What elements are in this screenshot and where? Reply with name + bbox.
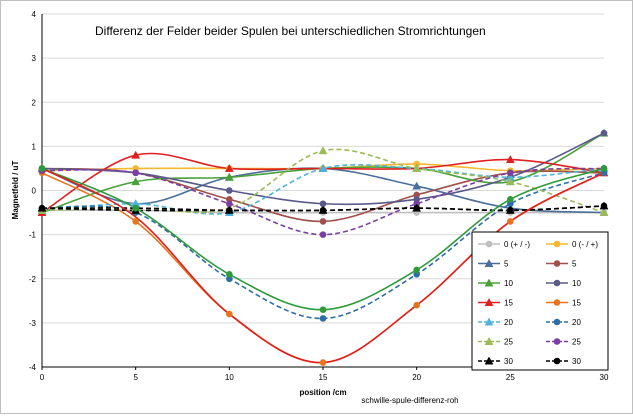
extra-series-point	[507, 196, 514, 203]
series-point	[318, 163, 328, 172]
legend-swatch-marker	[485, 240, 493, 248]
extra-series-point	[319, 306, 327, 313]
extra-series-point	[600, 165, 608, 172]
series-point	[224, 163, 234, 172]
x-tick-label: 30	[600, 373, 609, 382]
series-point	[413, 204, 420, 212]
legend-swatch-marker	[484, 336, 494, 345]
legend-swatch-marker	[484, 297, 494, 306]
series-point	[318, 146, 328, 155]
legend-swatch-marker	[553, 299, 561, 306]
x-tick-label: 25	[506, 373, 515, 382]
y-tick-label: -4	[29, 363, 37, 372]
legend-label: 0 (+ / -)	[504, 240, 530, 249]
legend-swatch-marker	[553, 240, 561, 248]
series-point	[319, 218, 327, 225]
series-point	[226, 207, 233, 214]
legend-label: 5	[504, 260, 509, 269]
y-tick-label: 0	[32, 187, 37, 196]
y-tick-label: 1	[32, 142, 37, 151]
series-point	[226, 187, 233, 194]
series-point	[412, 163, 422, 172]
y-tick-label: -1	[29, 231, 37, 240]
series-point	[319, 315, 327, 322]
legend-swatch-marker	[484, 258, 494, 267]
extra-series-point	[226, 271, 233, 278]
legend-box	[471, 231, 609, 371]
legend-swatch-marker	[553, 338, 561, 345]
series-point	[226, 310, 233, 318]
series-point	[600, 129, 608, 137]
legend-label: 0 (- / +)	[572, 240, 598, 249]
footer-label: schwille-spule-differenz-roh	[361, 396, 458, 405]
extra-series-point	[132, 204, 139, 212]
legend: 0 (+ / -) 0 (- / +) 5 5 10 10 15 15 20 20 25 25 30 30	[471, 231, 609, 371]
series-point	[600, 202, 608, 210]
extra-series-point	[413, 266, 420, 274]
legend-swatch-marker	[484, 356, 494, 365]
series-markers	[37, 128, 609, 366]
chart-title: Differenz der Felder beider Spulen bei u…	[95, 24, 486, 38]
x-tick-label: 5	[133, 373, 138, 382]
legend-label: 10	[572, 279, 581, 288]
series-point	[132, 218, 139, 225]
series-point	[319, 200, 327, 208]
y-axis-label: Magnetfeld / uT	[11, 161, 20, 220]
y-tick-label: -2	[29, 275, 37, 284]
series-point	[507, 169, 514, 177]
series-point	[507, 207, 514, 214]
legend-label: 30	[504, 357, 513, 366]
x-tick-label: 15	[319, 373, 328, 382]
x-tick-label: 0	[40, 373, 45, 382]
series-point	[319, 231, 327, 238]
legend-label: 15	[572, 299, 581, 308]
series-point	[413, 301, 420, 309]
series-point	[505, 177, 515, 186]
series-point	[599, 208, 609, 217]
legend-label: 20	[504, 318, 513, 327]
legend-swatch-marker	[484, 278, 494, 287]
series-point	[412, 181, 422, 190]
series-point	[507, 218, 514, 225]
legend-swatch-marker	[553, 318, 561, 326]
series-point	[132, 169, 139, 177]
x-tick-label: 20	[412, 373, 421, 382]
y-tick-label: 3	[32, 54, 37, 63]
x-axis-label: position /cm	[299, 388, 346, 397]
series-point	[131, 177, 141, 186]
legend-swatch-marker	[553, 279, 561, 287]
legend-swatch-marker	[553, 260, 561, 267]
legend-label: 10	[504, 279, 513, 288]
y-tick-label: -3	[29, 319, 37, 328]
y-tick-label: 2	[32, 98, 37, 107]
series-point	[131, 150, 141, 159]
extra-series-point	[38, 165, 46, 172]
legend-label: 5	[572, 260, 577, 269]
series-point	[38, 204, 46, 212]
legend-swatch-marker	[553, 357, 561, 365]
legend-swatch-marker	[484, 317, 494, 326]
legend-label: 30	[572, 357, 581, 366]
legend-label: 15	[504, 299, 513, 308]
series-point	[319, 207, 327, 214]
legend-label: 20	[572, 318, 581, 327]
series-point	[319, 359, 327, 366]
series-point	[224, 172, 234, 181]
series-point	[226, 200, 233, 208]
legend-label: 25	[572, 338, 581, 347]
legend-label: 25	[504, 338, 513, 347]
x-tick-label: 10	[225, 373, 234, 382]
series-point	[505, 155, 515, 164]
y-tick-label: 4	[32, 10, 37, 19]
